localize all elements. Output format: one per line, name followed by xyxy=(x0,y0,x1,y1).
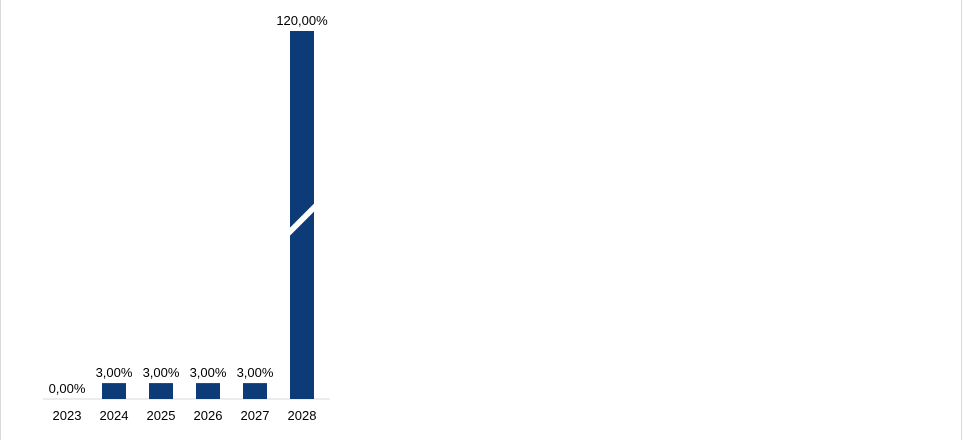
x-tick-label-2027: 2027 xyxy=(241,408,270,423)
x-tick-label-2025: 2025 xyxy=(147,408,176,423)
bar-2025 xyxy=(149,383,173,399)
x-tick-labels-group: 2023 2024 2025 2026 2027 2028 xyxy=(53,408,317,423)
x-tick-label-2024: 2024 xyxy=(100,408,129,423)
bar-2024 xyxy=(102,383,126,399)
data-labels-group: 0,00% 3,00% 3,00% 3,00% 3,00% 120,00% xyxy=(49,13,329,396)
data-label-2024: 3,00% xyxy=(96,365,133,380)
x-tick-label-2028: 2028 xyxy=(288,408,317,423)
data-label-2028: 120,00% xyxy=(276,13,328,28)
data-label-2023: 0,00% xyxy=(49,381,86,396)
x-tick-label-2023: 2023 xyxy=(53,408,82,423)
data-label-2027: 3,00% xyxy=(237,365,274,380)
axis-break-mark xyxy=(288,201,316,238)
x-tick-label-2026: 2026 xyxy=(194,408,223,423)
bars-group xyxy=(102,31,316,399)
bar-2027 xyxy=(243,383,267,399)
bar-2026 xyxy=(196,383,220,399)
data-label-2025: 3,00% xyxy=(143,365,180,380)
data-label-2026: 3,00% xyxy=(190,365,227,380)
